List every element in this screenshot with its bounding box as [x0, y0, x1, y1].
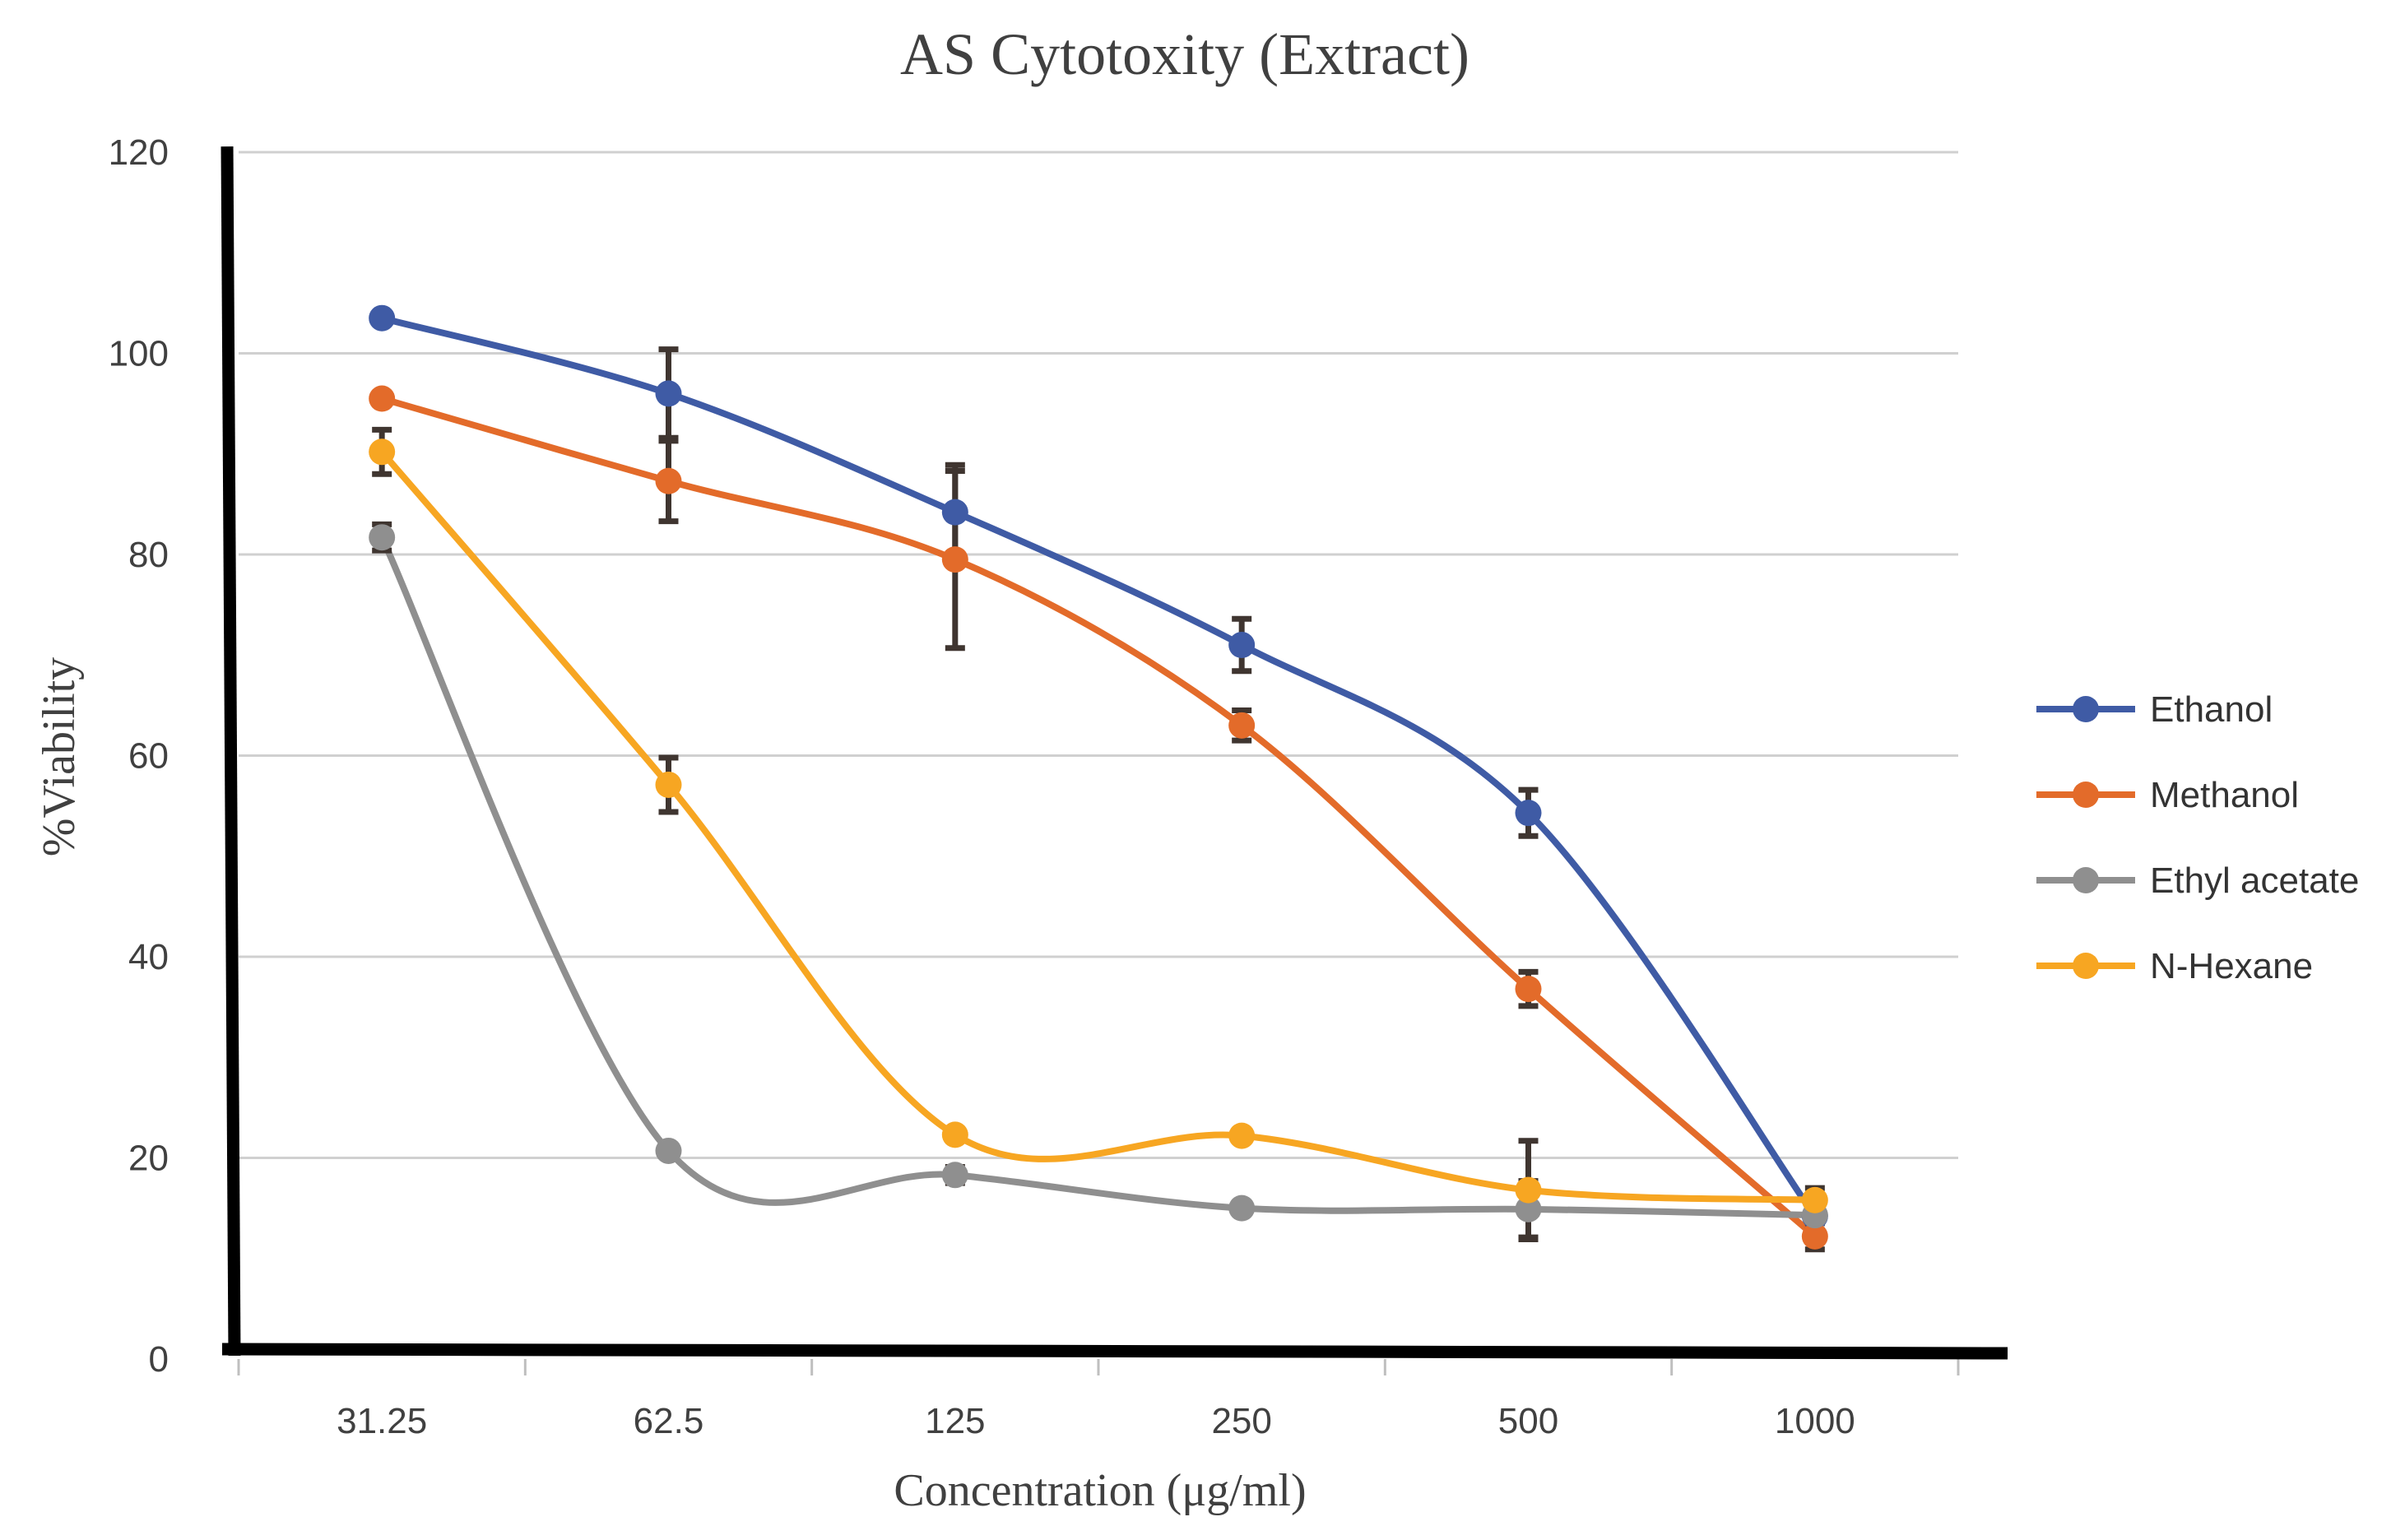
data-point	[369, 385, 396, 412]
data-point	[1515, 1176, 1542, 1204]
y-tick-label: 60	[128, 736, 169, 777]
data-point	[655, 380, 682, 407]
legend: Ethanol Methanol Ethyl acetate N-Hexane	[2036, 689, 2359, 986]
data-point	[1515, 1195, 1542, 1222]
legend-label: N-Hexane	[2150, 946, 2313, 986]
y-axis-title: %Viability	[34, 657, 85, 856]
x-tick-labels: 31.25 62.5 125 250 500 1000	[337, 1401, 1855, 1441]
x-axis-line	[221, 1343, 2008, 1360]
data-point	[655, 467, 682, 494]
axes	[221, 146, 2008, 1375]
series-line	[378, 448, 1818, 1204]
x-tick-label: 500	[1498, 1401, 1558, 1441]
series-markers	[369, 304, 1828, 1250]
chart-title: AS Cytotoxity (Extract)	[900, 21, 1469, 87]
data-point	[941, 546, 968, 573]
legend-label: Ethyl acetate	[2150, 860, 2359, 901]
legend-label: Ethanol	[2150, 689, 2273, 730]
series-line	[378, 395, 1818, 1240]
y-axis-line	[221, 146, 241, 1357]
data-point	[1515, 800, 1542, 827]
x-tick-label: 62.5	[634, 1401, 704, 1441]
legend-marker	[2073, 696, 2099, 722]
x-axis-title: Concentration (μg/ml)	[894, 1465, 1306, 1516]
y-tick-label: 0	[149, 1339, 169, 1380]
y-tick-labels: 0 20 40 60 80 100 120	[109, 132, 169, 1380]
x-tick-label: 31.25	[337, 1401, 427, 1441]
series-line	[378, 314, 1818, 1220]
x-tick-label: 1000	[1775, 1401, 1855, 1441]
series-layer	[369, 304, 1828, 1253]
data-point	[941, 499, 968, 526]
y-tick-label: 20	[128, 1139, 169, 1179]
data-point	[1801, 1222, 1828, 1250]
data-point	[1515, 976, 1542, 1003]
data-point	[1228, 1194, 1256, 1222]
data-point	[1801, 1186, 1828, 1213]
legend-label: Methanol	[2150, 775, 2299, 815]
y-tick-label: 80	[128, 535, 169, 575]
x-tick-label: 250	[1211, 1401, 1271, 1441]
data-point	[369, 438, 396, 466]
series-line	[378, 534, 1818, 1219]
x-tick-label: 125	[925, 1401, 985, 1441]
y-tick-label: 100	[109, 334, 169, 374]
data-point	[941, 1162, 968, 1189]
data-point	[1228, 1122, 1256, 1149]
data-point	[1228, 712, 1256, 739]
legend-marker	[2073, 782, 2099, 808]
data-point	[369, 304, 396, 332]
data-point	[655, 1137, 682, 1164]
y-tick-label: 40	[128, 937, 169, 977]
gridlines	[239, 151, 1958, 1159]
data-point	[941, 1121, 968, 1148]
data-point	[655, 771, 682, 798]
legend-marker	[2073, 867, 2099, 893]
legend-marker	[2073, 953, 2099, 979]
y-tick-label: 120	[109, 132, 169, 173]
data-point	[369, 524, 396, 551]
data-point	[1228, 632, 1256, 659]
series-lines	[378, 314, 1818, 1240]
error-bars	[372, 346, 1825, 1253]
